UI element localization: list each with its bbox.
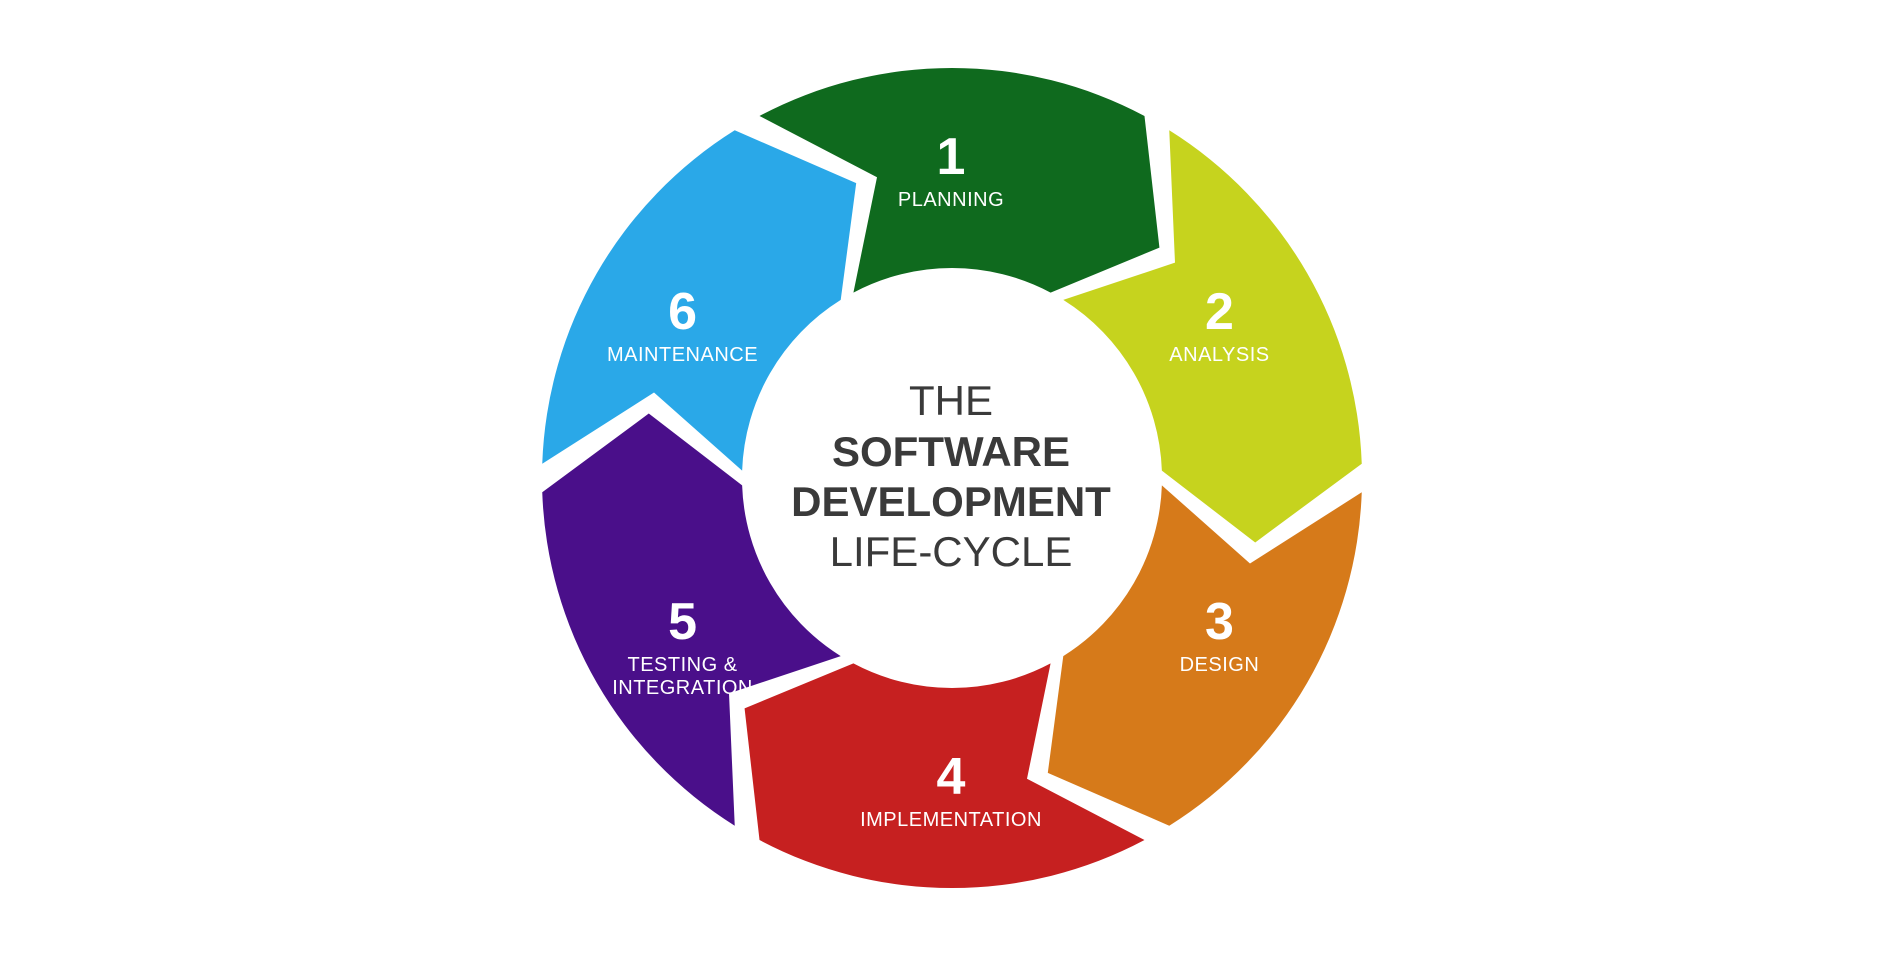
center-title-line4: LIFE-CYCLE: [830, 527, 1073, 577]
center-title-line3: DEVELOPMENT: [791, 477, 1111, 527]
center-title-line2: SOFTWARE: [832, 427, 1070, 477]
diagram-stage: THE SOFTWARE DEVELOPMENT LIFE-CYCLE 1PLA…: [0, 0, 1903, 955]
center-title-line1: THE: [909, 376, 993, 426]
center-title: THE SOFTWARE DEVELOPMENT LIFE-CYCLE: [741, 267, 1161, 687]
